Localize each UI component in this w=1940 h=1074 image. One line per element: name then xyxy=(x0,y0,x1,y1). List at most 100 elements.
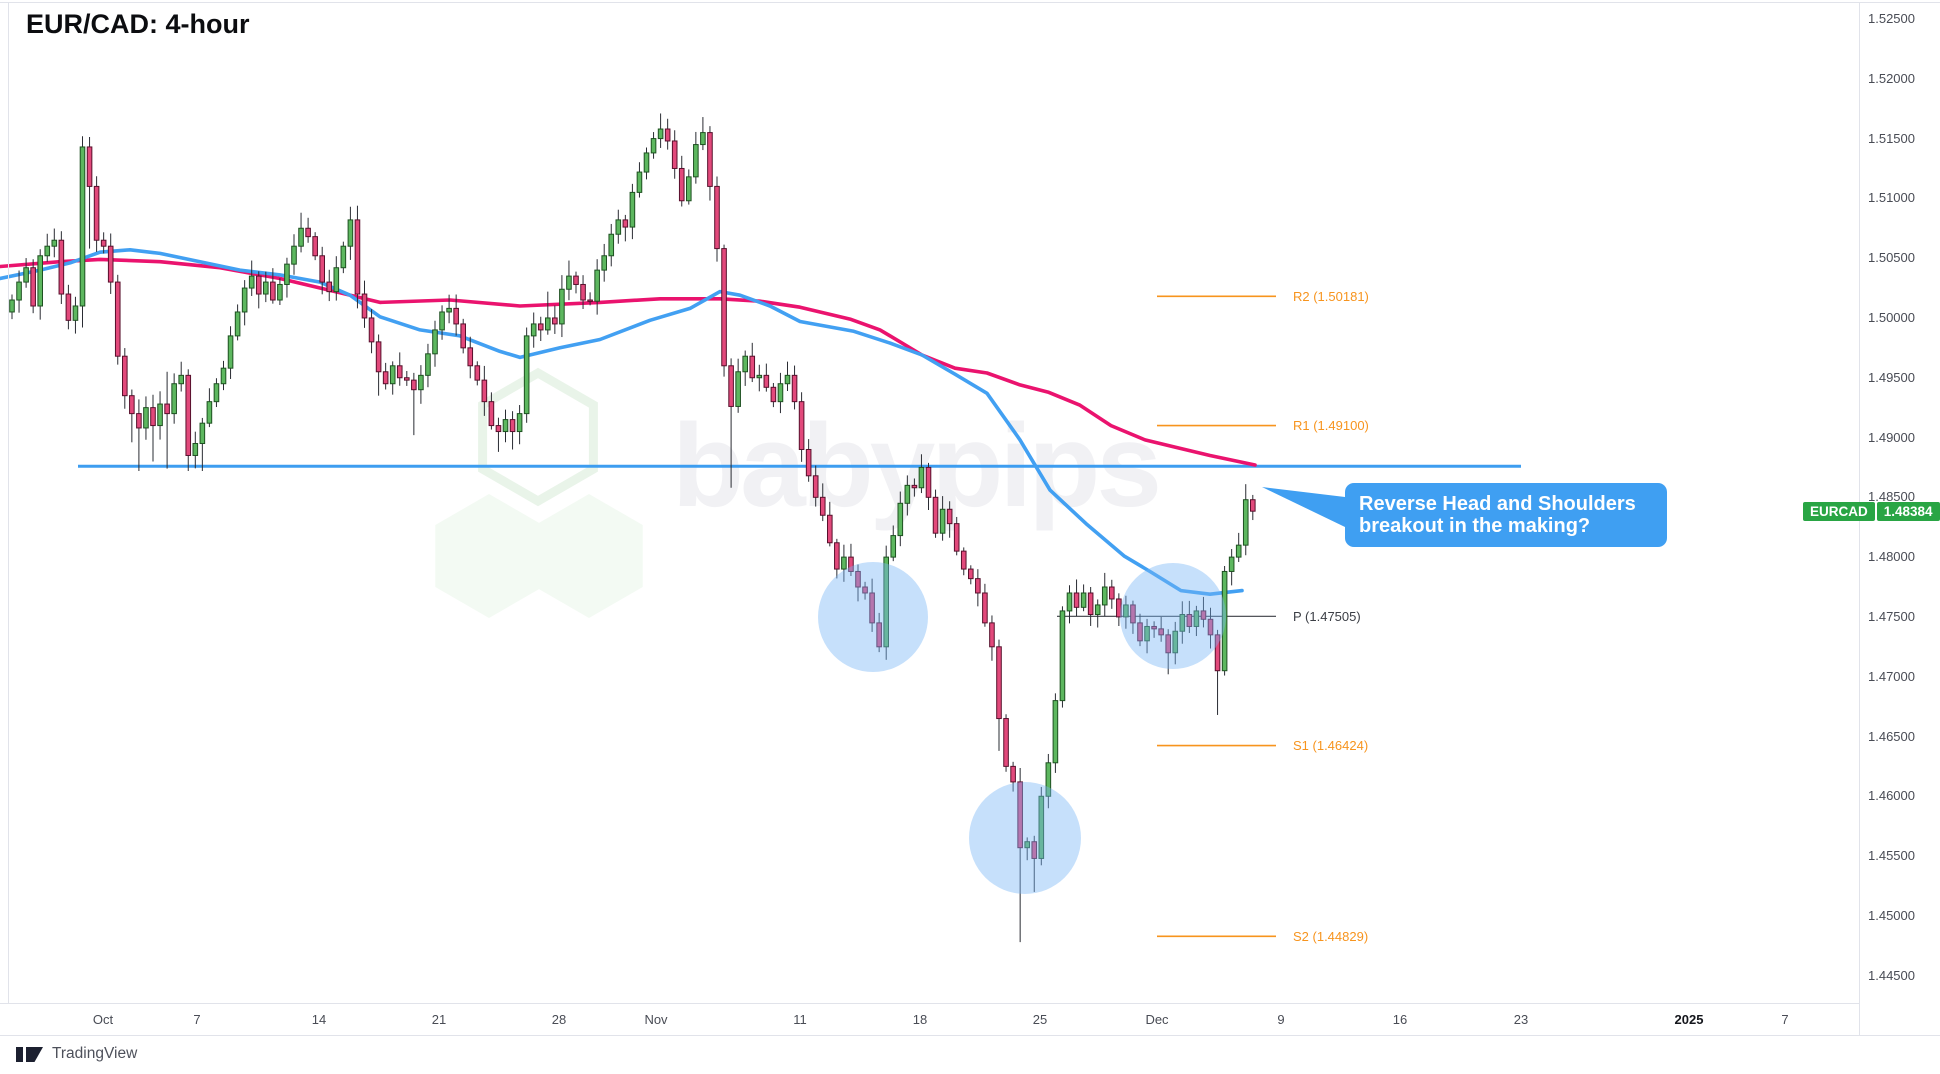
candle-body xyxy=(537,323,544,331)
candle-body xyxy=(1242,499,1249,546)
candle-body xyxy=(319,255,325,283)
candle-body xyxy=(241,287,248,313)
candle-body xyxy=(1158,628,1164,636)
annotation-line1: Reverse Head and Shoulders xyxy=(1359,493,1636,515)
candle-body xyxy=(848,556,854,572)
candle-body xyxy=(946,508,953,525)
last-price-value: 1.48384 xyxy=(1876,502,1940,521)
candlestick-series xyxy=(9,113,1256,943)
candle-body xyxy=(255,275,262,295)
time-tick-label: Nov xyxy=(644,1012,668,1027)
candle-body xyxy=(340,245,347,269)
candle-body xyxy=(890,535,897,558)
candle-body xyxy=(178,374,184,385)
candle-body xyxy=(213,383,220,403)
price-tick-label: 1.45000 xyxy=(1868,907,1915,923)
tradingview-text: TradingView xyxy=(52,1045,138,1062)
candle-body xyxy=(1250,499,1256,512)
candle-body xyxy=(122,355,128,397)
candle-body xyxy=(150,407,156,427)
candle-body xyxy=(545,317,551,331)
candle-body xyxy=(530,323,537,337)
candle-body xyxy=(827,514,833,544)
babypips-watermark: babypips xyxy=(435,367,1162,618)
candle-body xyxy=(404,377,410,381)
candle-body xyxy=(664,128,671,142)
candle-body xyxy=(939,508,946,534)
candle-body xyxy=(291,245,297,265)
candle-body xyxy=(1073,592,1080,608)
candle-body xyxy=(862,586,868,594)
candle-body xyxy=(700,132,706,146)
pivot-label-S1: S1 (1.46424) xyxy=(1293,738,1368,753)
candle-body xyxy=(502,419,509,433)
candle-body xyxy=(86,146,93,187)
candle-body xyxy=(220,367,227,385)
price-tick-label: 1.47500 xyxy=(1868,608,1915,624)
candle-body xyxy=(171,383,177,415)
price-tick-label: 1.50500 xyxy=(1868,250,1915,266)
candle-body xyxy=(707,132,713,187)
time-tick-label: 7 xyxy=(1781,1012,1789,1027)
candle-body xyxy=(876,622,882,648)
price-tick-label: 1.52000 xyxy=(1868,70,1915,86)
candle-body xyxy=(996,646,1002,720)
candle-body xyxy=(114,281,121,357)
pattern-circle-right-shoulder[interactable] xyxy=(1120,563,1226,669)
last-price-badge: EURCAD 1.48384 xyxy=(1803,502,1940,521)
page-title: EUR/CAD: 4-hour xyxy=(26,9,250,39)
candle-body xyxy=(107,245,114,283)
candle-body xyxy=(368,317,375,343)
candle-body xyxy=(1052,700,1059,764)
candle-body xyxy=(51,239,58,247)
candle-body xyxy=(523,335,530,415)
candle-body xyxy=(354,219,361,295)
candle-body xyxy=(953,523,960,552)
pattern-circle-head[interactable] xyxy=(969,782,1081,894)
symbol-label: EURCAD xyxy=(1803,502,1875,521)
candle-body xyxy=(925,466,932,498)
candle-body xyxy=(650,138,657,154)
candle-body xyxy=(9,299,15,313)
candle-body xyxy=(389,365,396,385)
candle-body xyxy=(234,311,241,337)
tradingview-logo[interactable]: TradingView xyxy=(16,1045,137,1063)
pivot-label-R1: R1 (1.49100) xyxy=(1293,418,1369,433)
time-tick-label: Oct xyxy=(92,1012,114,1027)
candle-body xyxy=(1235,544,1242,558)
candle-body xyxy=(79,146,86,307)
candle-body xyxy=(488,401,495,427)
candle-body xyxy=(968,568,974,580)
candle-body xyxy=(721,248,727,367)
candle-body xyxy=(1059,610,1066,702)
candle-body xyxy=(975,578,981,594)
candle-body xyxy=(44,245,51,257)
candle-body xyxy=(615,219,622,235)
time-axis[interactable]: Oct 7 14 21 28 Nov 11 18 25 Dec 9 16 23 2025 7 xyxy=(0,1004,1859,1035)
price-axis[interactable]: 1.52500 1.52000 1.51500 1.51000 1.50500 1.500… xyxy=(1860,2,1940,1035)
candle-body xyxy=(396,365,403,379)
candle-body xyxy=(911,484,918,489)
candle-body xyxy=(375,341,382,373)
pattern-circle-left-shoulder[interactable] xyxy=(818,562,928,672)
candle-body xyxy=(855,570,861,588)
watermark-hexagon-icon xyxy=(478,367,598,507)
candle-body xyxy=(657,128,664,140)
price-tick-label: 1.51000 xyxy=(1868,190,1915,206)
candle-body xyxy=(270,281,276,301)
candle-body xyxy=(23,267,29,283)
candle-body xyxy=(284,263,290,285)
candle-body xyxy=(559,288,565,325)
candle-body xyxy=(30,267,36,307)
pivot-label-S2: S2 (1.44829) xyxy=(1293,929,1368,944)
candle-body xyxy=(834,542,840,570)
candle-body xyxy=(227,335,234,369)
candle-body xyxy=(770,386,777,403)
annotation-line2: breakout in the making? xyxy=(1359,515,1591,537)
candle-body xyxy=(1179,614,1186,632)
price-tick-label: 1.46500 xyxy=(1868,728,1915,744)
candle-body xyxy=(594,269,600,302)
annotation-callout[interactable]: Reverse Head and Shoulders breakout in t… xyxy=(1345,483,1667,547)
watermark-hexagon-icon xyxy=(435,494,543,618)
